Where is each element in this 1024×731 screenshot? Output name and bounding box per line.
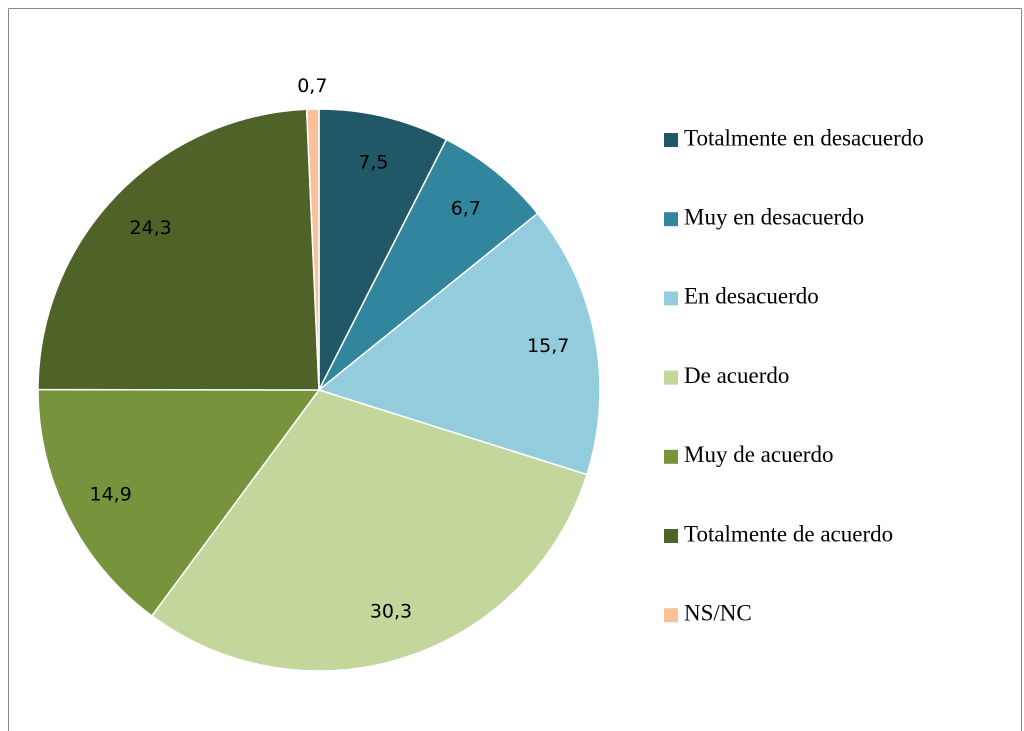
data-label: 14,9: [89, 483, 131, 505]
data-label: 24,3: [129, 217, 171, 239]
data-label: 6,7: [451, 197, 481, 219]
legend-label: Totalmente en desacuerdo: [684, 125, 924, 150]
pie-slice: [37, 388, 321, 617]
legend-swatch: [664, 291, 678, 306]
data-label: 7,5: [358, 152, 388, 174]
legend-swatch: [664, 449, 678, 464]
pie-slice: [318, 108, 448, 391]
legend-label: En desacuerdo: [684, 284, 819, 309]
legend: Totalmente en desacuerdo Muy en desacuerd…: [664, 125, 924, 625]
pie-slice: [150, 389, 588, 672]
data-label: 15,7: [527, 335, 569, 357]
legend-swatch: [664, 529, 678, 543]
pie-slice: [305, 108, 320, 391]
pie: 7,5 6,7 15,7 30,3 14,9 24,3 0,7: [37, 75, 601, 672]
legend-swatch: [664, 608, 678, 623]
data-label: 0,7: [297, 75, 327, 97]
legend-label: Muy de acuerdo: [684, 442, 833, 467]
legend-swatch: [664, 370, 678, 385]
pie-slice: [318, 138, 539, 391]
data-label: 30,3: [370, 600, 412, 622]
legend-label: Muy en desacuerdo: [684, 204, 864, 229]
pie-slice: [37, 108, 320, 391]
legend-swatch: [664, 133, 678, 147]
legend-label: NS/NC: [684, 600, 752, 625]
legend-label: De acuerdo: [684, 363, 789, 388]
legend-swatch: [664, 212, 678, 227]
pie-slice: [317, 212, 601, 476]
legend-label: Totalmente de acuerdo: [684, 521, 893, 546]
